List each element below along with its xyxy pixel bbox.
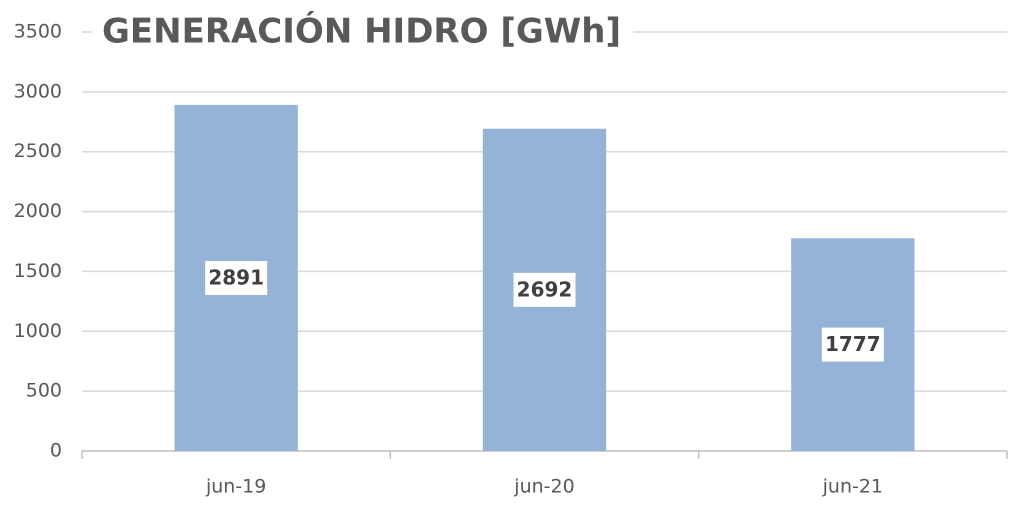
chart-title: GENERACIÓN HIDRO [GWh]: [102, 11, 621, 52]
y-tick-label: 2500: [14, 140, 62, 162]
data-label: 2891: [208, 265, 264, 289]
y-tick-label: 500: [26, 380, 62, 402]
y-tick-label: 3500: [14, 21, 62, 43]
data-label-box: [205, 260, 268, 295]
data-label-box: [513, 272, 576, 307]
data-label-box: [821, 327, 884, 362]
y-tick-label: 1500: [14, 260, 62, 282]
title-background: [92, 8, 634, 56]
x-tick-label: jun-21: [822, 476, 883, 498]
x-tick-label: jun-19: [205, 476, 266, 498]
y-tick-label: 3000: [14, 80, 62, 102]
y-tick-label: 0: [50, 440, 62, 462]
x-tick-label: jun-20: [513, 476, 574, 498]
y-tick-label: 1000: [14, 320, 62, 342]
data-label: 2692: [517, 277, 573, 301]
y-tick-label: 2000: [14, 200, 62, 222]
data-label: 1777: [825, 332, 881, 356]
